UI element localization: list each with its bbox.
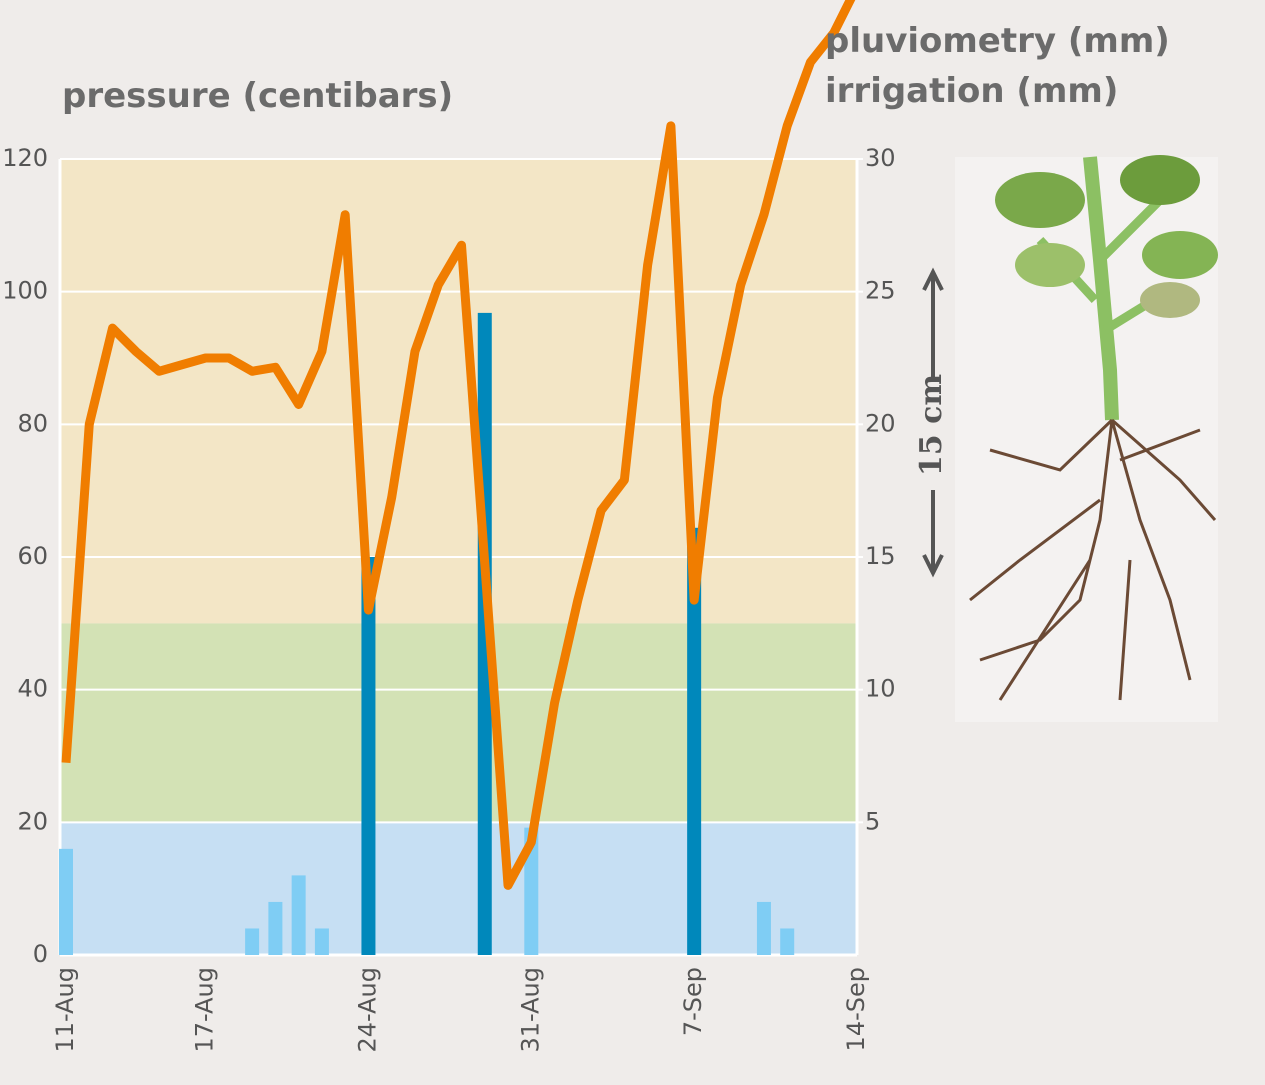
- y2-tick-label: 5: [865, 807, 880, 835]
- zone-band: [60, 159, 857, 623]
- y2-tick-label: 15: [865, 542, 896, 570]
- bar: [361, 557, 375, 955]
- zone-band: [60, 623, 857, 822]
- bar: [292, 875, 306, 955]
- y-tick-label: 120: [2, 144, 48, 172]
- y-tick-label: 100: [2, 277, 48, 305]
- bar: [59, 849, 73, 955]
- plant-photo: [955, 155, 1218, 722]
- x-tick-label: 11-Aug: [51, 967, 79, 1053]
- y-tick-label: 80: [17, 409, 48, 437]
- x-tick-label: 14-Sep: [842, 967, 870, 1051]
- y2-tick-label: 20: [865, 409, 896, 437]
- y-tick-label: 0: [33, 940, 48, 968]
- x-tick-label: 24-Aug: [353, 967, 381, 1053]
- series-title: irrigation (mm): [825, 71, 1118, 111]
- bar: [757, 902, 771, 955]
- bar: [780, 928, 794, 955]
- y-tick-label: 60: [17, 542, 48, 570]
- x-tick-label: 7-Sep: [679, 967, 707, 1036]
- x-tick-label: 31-Aug: [516, 967, 544, 1053]
- y2-tick-label: 10: [865, 675, 896, 703]
- page: {"chart_data":{"type":"bar-line", "categ…: [0, 0, 1265, 1085]
- y2-tick-label: 30: [865, 144, 896, 172]
- zone-band: [60, 822, 857, 955]
- bar: [268, 902, 282, 955]
- series-title: pressure (centibars): [62, 76, 453, 116]
- x-tick-label: 17-Aug: [191, 967, 219, 1053]
- scale-label: 15 cm: [914, 374, 949, 476]
- y-tick-label: 40: [17, 675, 48, 703]
- series-title: pluviometry (mm): [825, 21, 1170, 61]
- y-tick-label: 20: [17, 807, 48, 835]
- bar: [245, 928, 259, 955]
- y2-tick-label: 25: [865, 277, 896, 305]
- bar: [315, 928, 329, 955]
- chart: 15 cm 0 20 40 60 80 100 120 5 10 15 20 25 30 11-Aug 17…: [0, 0, 1265, 1085]
